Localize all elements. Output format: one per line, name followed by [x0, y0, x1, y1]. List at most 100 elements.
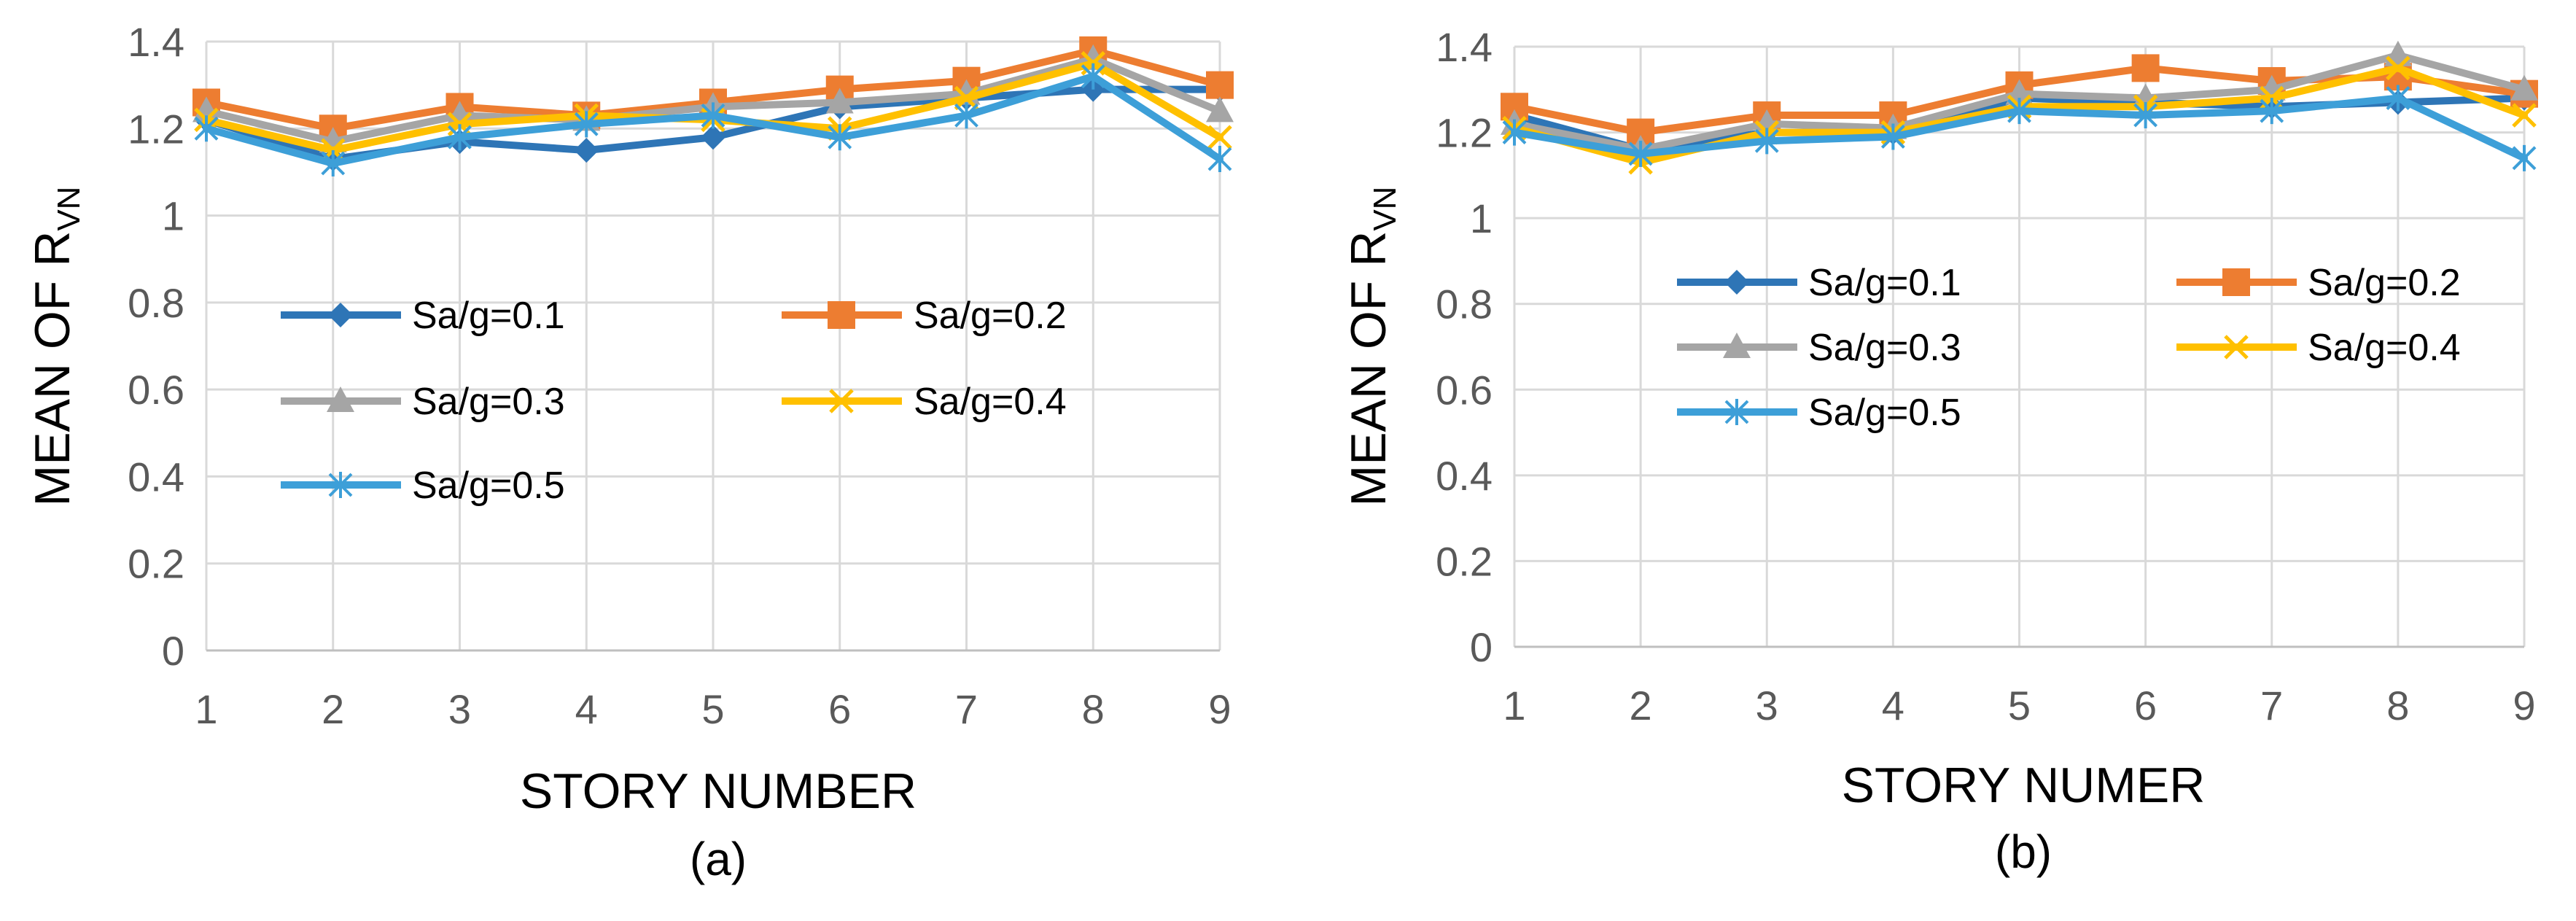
legend-label: Sa/g=0.5	[412, 465, 565, 507]
data-point	[1753, 109, 1781, 135]
chart-panel-1: 0 0.2 0.4 0.6 0.8 1 1.2 1.4 1 2 3 4 5 6 7 8 9 STORY NUMBE…	[25, 19, 1234, 885]
y-tick-label: 0.2	[128, 541, 184, 587]
y-tick-label: 1.2	[128, 106, 184, 152]
data-point	[701, 125, 725, 150]
data-point	[1754, 128, 1779, 155]
legend-label: Sa/g=0.2	[914, 295, 1067, 337]
chart-panel-2: 0 0.2 0.4 0.6 0.8 1 1.2 1.4 1 2 3 4 5 6 7 8 9 STORY NUMER…	[1341, 24, 2538, 878]
data-point	[192, 96, 220, 123]
y-tick-label: 0.6	[128, 367, 184, 413]
y-axis-title-main: MEAN OF R	[25, 231, 80, 507]
y-axis-title-main: MEAN OF R	[1341, 231, 1396, 507]
y-tick-label: 0.8	[1436, 281, 1493, 327]
legend-item: Sa/g=0.1	[281, 295, 565, 337]
x-tick-label: 2	[1630, 683, 1652, 728]
x-tick-label: 6	[2134, 683, 2157, 728]
data-point	[2131, 54, 2160, 82]
data-point	[2260, 98, 2284, 125]
legend-item: Sa/g=0.3	[1677, 327, 1961, 369]
y-tick-label: 0	[1470, 624, 1493, 670]
data-point	[2386, 55, 2410, 81]
legend-item: Sa/g=0.4	[782, 381, 1067, 423]
data-point	[1628, 140, 1653, 167]
x-tick-label: 1	[195, 686, 217, 732]
x-tick-label: 5	[701, 686, 724, 732]
data-point	[2512, 103, 2537, 128]
x-tick-label: 1	[1503, 683, 1525, 728]
data-point	[2384, 40, 2412, 66]
legend-swatch-marker	[2224, 335, 2249, 360]
y-axis-title-subscript: VN	[51, 187, 87, 231]
legend-swatch-marker	[829, 389, 854, 413]
data-point	[2510, 74, 2538, 101]
x-tick-label: 5	[2008, 683, 2031, 728]
data-point	[1207, 146, 1232, 173]
y-tick-label: 0.8	[128, 280, 184, 326]
legend-label: Sa/g=0.3	[412, 381, 565, 423]
legend: Sa/g=0.1 Sa/g=0.2 Sa/g=0.3 Sa/g=0.4 Sa/g=0.5	[1677, 262, 2461, 434]
data-point	[194, 115, 219, 142]
data-point	[574, 138, 599, 163]
legend-label: Sa/g=0.4	[914, 381, 1067, 423]
legend-label: Sa/g=0.1	[1808, 262, 1961, 304]
legend-item: Sa/g=0.3	[281, 381, 565, 423]
data-point	[2512, 144, 2537, 171]
y-axis-title: MEAN OF RVN	[1341, 187, 1403, 507]
data-point	[2386, 85, 2410, 112]
data-point	[954, 102, 978, 129]
data-point	[954, 85, 979, 111]
y-tick-label: 0.4	[1436, 453, 1493, 499]
legend-item: Sa/g=0.5	[281, 465, 565, 507]
y-tick-label: 1.4	[1436, 24, 1493, 70]
y-tick-label: 1.2	[1436, 110, 1493, 156]
legend-label: Sa/g=0.3	[1808, 327, 1961, 369]
legend-item: Sa/g=0.4	[2176, 327, 2461, 369]
y-tick-label: 0	[162, 628, 184, 674]
x-axis-title: STORY NUMER	[1842, 758, 2206, 813]
data-point	[1206, 96, 1234, 123]
data-point	[1206, 71, 1234, 99]
data-point	[1207, 125, 1232, 149]
y-tick-label: 0.2	[1436, 538, 1493, 584]
y-axis-title-subscript: VN	[1367, 187, 1403, 231]
x-tick-label: 3	[1756, 683, 1778, 728]
data-point	[321, 150, 346, 176]
data-point	[445, 101, 474, 127]
x-tick-label: 8	[1082, 686, 1105, 732]
data-point	[825, 88, 854, 114]
data-point	[574, 111, 599, 138]
y-tick-label: 1.4	[128, 19, 184, 65]
legend-item: Sa/g=0.5	[1677, 392, 1961, 434]
x-tick-label: 7	[2260, 683, 2283, 728]
y-tick-label: 1	[162, 193, 184, 239]
x-tick-label: 2	[322, 686, 344, 732]
legend-item: Sa/g=0.1	[1677, 262, 1961, 304]
x-axis-title: STORY NUMBER	[520, 763, 917, 819]
y-tick-label: 0.4	[128, 454, 184, 500]
panel-caption: (a)	[690, 833, 747, 885]
y-tick-label: 0.6	[1436, 367, 1493, 413]
x-tick-label: 7	[955, 686, 978, 732]
legend-label: Sa/g=0.2	[2308, 262, 2461, 304]
x-tick-label: 9	[1208, 686, 1231, 732]
legend-swatch-marker	[1723, 333, 1751, 358]
legend-swatch-marker	[328, 472, 353, 498]
data-point	[828, 124, 852, 151]
x-tick-label: 6	[828, 686, 851, 732]
legend-label: Sa/g=0.1	[412, 295, 565, 337]
legend-swatch-marker	[1724, 270, 1749, 295]
legend-swatch-marker	[1724, 399, 1749, 425]
series-sa-g-0-5	[1502, 85, 2537, 171]
panel-caption: (b)	[1995, 825, 2052, 878]
legend-label: Sa/g=0.4	[2308, 327, 2461, 369]
data-point	[448, 124, 472, 151]
data-point	[2133, 102, 2158, 129]
x-tick-label: 4	[1882, 683, 1904, 728]
legend-swatch-marker	[328, 303, 353, 327]
legend-swatch-marker	[2222, 268, 2250, 296]
y-axis-title: MEAN OF RVN	[25, 187, 87, 507]
legend-swatch-marker	[828, 301, 855, 329]
data-point	[1502, 119, 1527, 146]
y-tick-label: 1	[1470, 195, 1493, 241]
